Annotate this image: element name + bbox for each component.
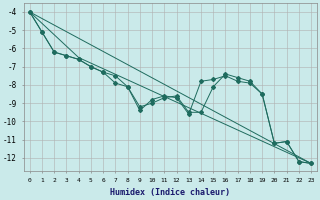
X-axis label: Humidex (Indice chaleur): Humidex (Indice chaleur) — [110, 188, 230, 197]
